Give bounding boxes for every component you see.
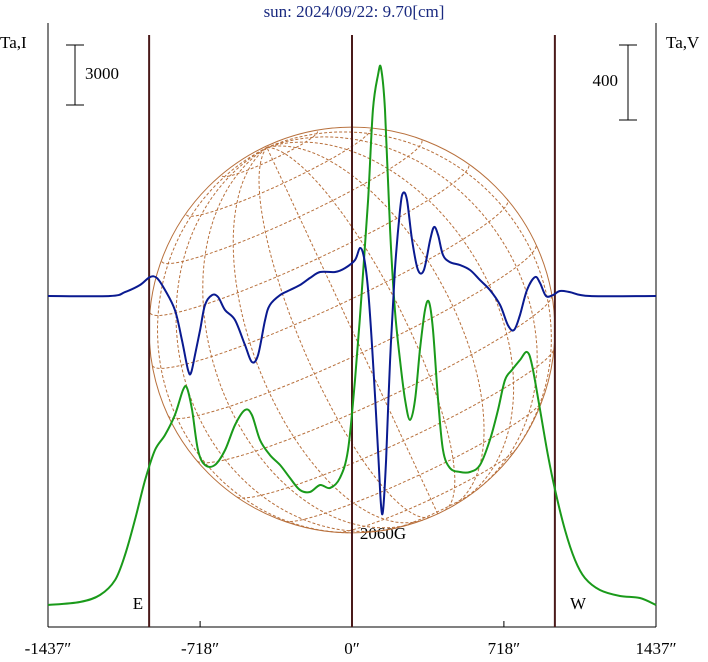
grid-curve (284, 401, 543, 523)
grid-curve (258, 147, 431, 519)
grid-curve (266, 131, 552, 458)
y2-scale-label: 400 (593, 71, 619, 90)
y2-axis-label: Ta,V (666, 33, 700, 52)
y-scale-label: 3000 (85, 64, 119, 83)
grid-curve (266, 136, 538, 491)
grid-curve (161, 140, 423, 265)
grid-curve (266, 145, 485, 508)
grid-curve (266, 147, 456, 511)
grid-curve (151, 199, 509, 369)
grid-curve (186, 128, 371, 217)
solar-grid (148, 126, 556, 534)
x-tick-label: 718″ (488, 639, 521, 658)
x-tick-label: 1437″ (635, 639, 676, 658)
grid-curve (156, 147, 349, 534)
grid-curve (232, 147, 424, 524)
x-tick-label: -1437″ (25, 639, 72, 658)
grid-curve (394, 489, 478, 529)
data-line (47, 191, 657, 516)
grid-curve (338, 449, 517, 533)
chart-title: sun: 2024/09/22: 9.70[cm] (264, 2, 445, 21)
grid-curve (236, 349, 555, 499)
x-tick-label: -718″ (181, 639, 219, 658)
y-axis-label: Ta,I (0, 33, 27, 52)
grid-curve (202, 147, 410, 529)
grid-curve (196, 295, 553, 464)
grid-curve (167, 244, 537, 420)
east-label: E (133, 594, 143, 613)
grid-curve (266, 141, 515, 500)
data-line (47, 64, 657, 606)
x-tick-label: 0″ (344, 639, 360, 658)
west-label: W (570, 594, 587, 613)
grid-curve (266, 147, 439, 515)
